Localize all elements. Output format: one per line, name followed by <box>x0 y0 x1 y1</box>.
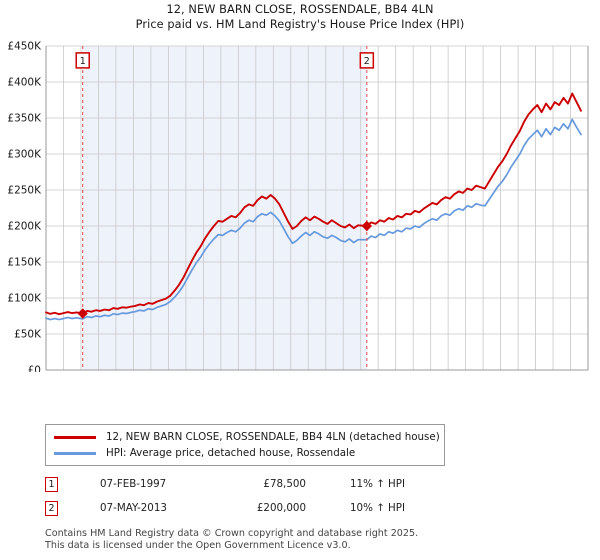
transaction-date-1: 07-FEB-1997 <box>100 478 167 490</box>
title-line-address: 12, NEW BARN CLOSE, ROSSENDALE, BB4 4LN <box>166 3 434 16</box>
footer-line-2: This data is licensed under the Open Gov… <box>45 539 351 551</box>
transaction-price-1: £78,500 <box>263 478 306 490</box>
y-axis-tick-£150K: £150K <box>7 257 42 269</box>
transactions-table: 1 07-FEB-1997 £78,500 11% ↑ HPI 2 07-MAY… <box>45 472 465 520</box>
chart-marker-box-2[interactable] <box>359 52 375 69</box>
y-axis-tick-£350K: £350K <box>7 113 42 125</box>
y-axis-tick-£450K: £450K <box>7 41 42 53</box>
legend-label-property: 12, NEW BARN CLOSE, ROSSENDALE, BB4 4LN … <box>106 431 440 443</box>
page-title: 12, NEW BARN CLOSE, ROSSENDALE, BB4 4LN … <box>0 2 600 32</box>
y-axis-tick-£50K: £50K <box>14 329 42 341</box>
transaction-hpi-delta-2: 10% ↑ HPI <box>350 502 406 514</box>
chart-marker-label-2: 2 <box>364 56 370 67</box>
sale-point-marker-2[interactable] <box>361 220 373 232</box>
transaction-price-2: £200,000 <box>256 502 306 514</box>
y-axis-tick-£400K: £400K <box>7 77 42 89</box>
legend-label-hpi: HPI: Average price, detached house, Ross… <box>106 447 356 459</box>
table-row[interactable]: 1 07-FEB-1997 £78,500 11% ↑ HPI <box>45 472 465 496</box>
series-line-property <box>45 92 582 316</box>
y-axis-tick-£100K: £100K <box>7 293 42 305</box>
legend-swatch-property <box>54 435 96 439</box>
chart-area: 1995199619971998199920002001200220032004… <box>0 40 600 372</box>
y-axis-tick-£250K: £250K <box>7 185 42 197</box>
series-line-hpi <box>45 118 582 321</box>
transaction-date-2: 07-MAY-2013 <box>100 502 167 514</box>
title-line-subtitle: Price paid vs. HM Land Registry's House … <box>135 18 465 31</box>
legend-swatch-hpi <box>54 451 96 455</box>
transaction-badge-1: 1 <box>45 476 58 492</box>
y-axis-tick-£200K: £200K <box>7 221 42 233</box>
price-history-line-chart: 1995199619971998199920002001200220032004… <box>7 41 589 372</box>
y-axis-tick-£0: £0 <box>28 365 41 372</box>
transaction-badge-2: 2 <box>45 500 58 516</box>
chart-legend: 12, NEW BARN CLOSE, ROSSENDALE, BB4 4LN … <box>45 424 445 466</box>
chart-marker-label-1: 1 <box>80 56 86 67</box>
transaction-hpi-delta-1: 11% ↑ HPI <box>350 478 406 490</box>
copyright-footer: Contains HM Land Registry data © Crown c… <box>45 528 585 551</box>
legend-item-hpi: HPI: Average price, detached house, Ross… <box>46 445 444 461</box>
sale-point-marker-1[interactable] <box>77 308 88 319</box>
footer-line-1: Contains HM Land Registry data © Crown c… <box>45 528 419 539</box>
y-axis-tick-£300K: £300K <box>7 149 42 161</box>
legend-item-property: 12, NEW BARN CLOSE, ROSSENDALE, BB4 4LN … <box>46 429 444 445</box>
chart-marker-box-1[interactable] <box>75 52 90 69</box>
table-row[interactable]: 2 07-MAY-2013 £200,000 10% ↑ HPI <box>45 496 465 520</box>
